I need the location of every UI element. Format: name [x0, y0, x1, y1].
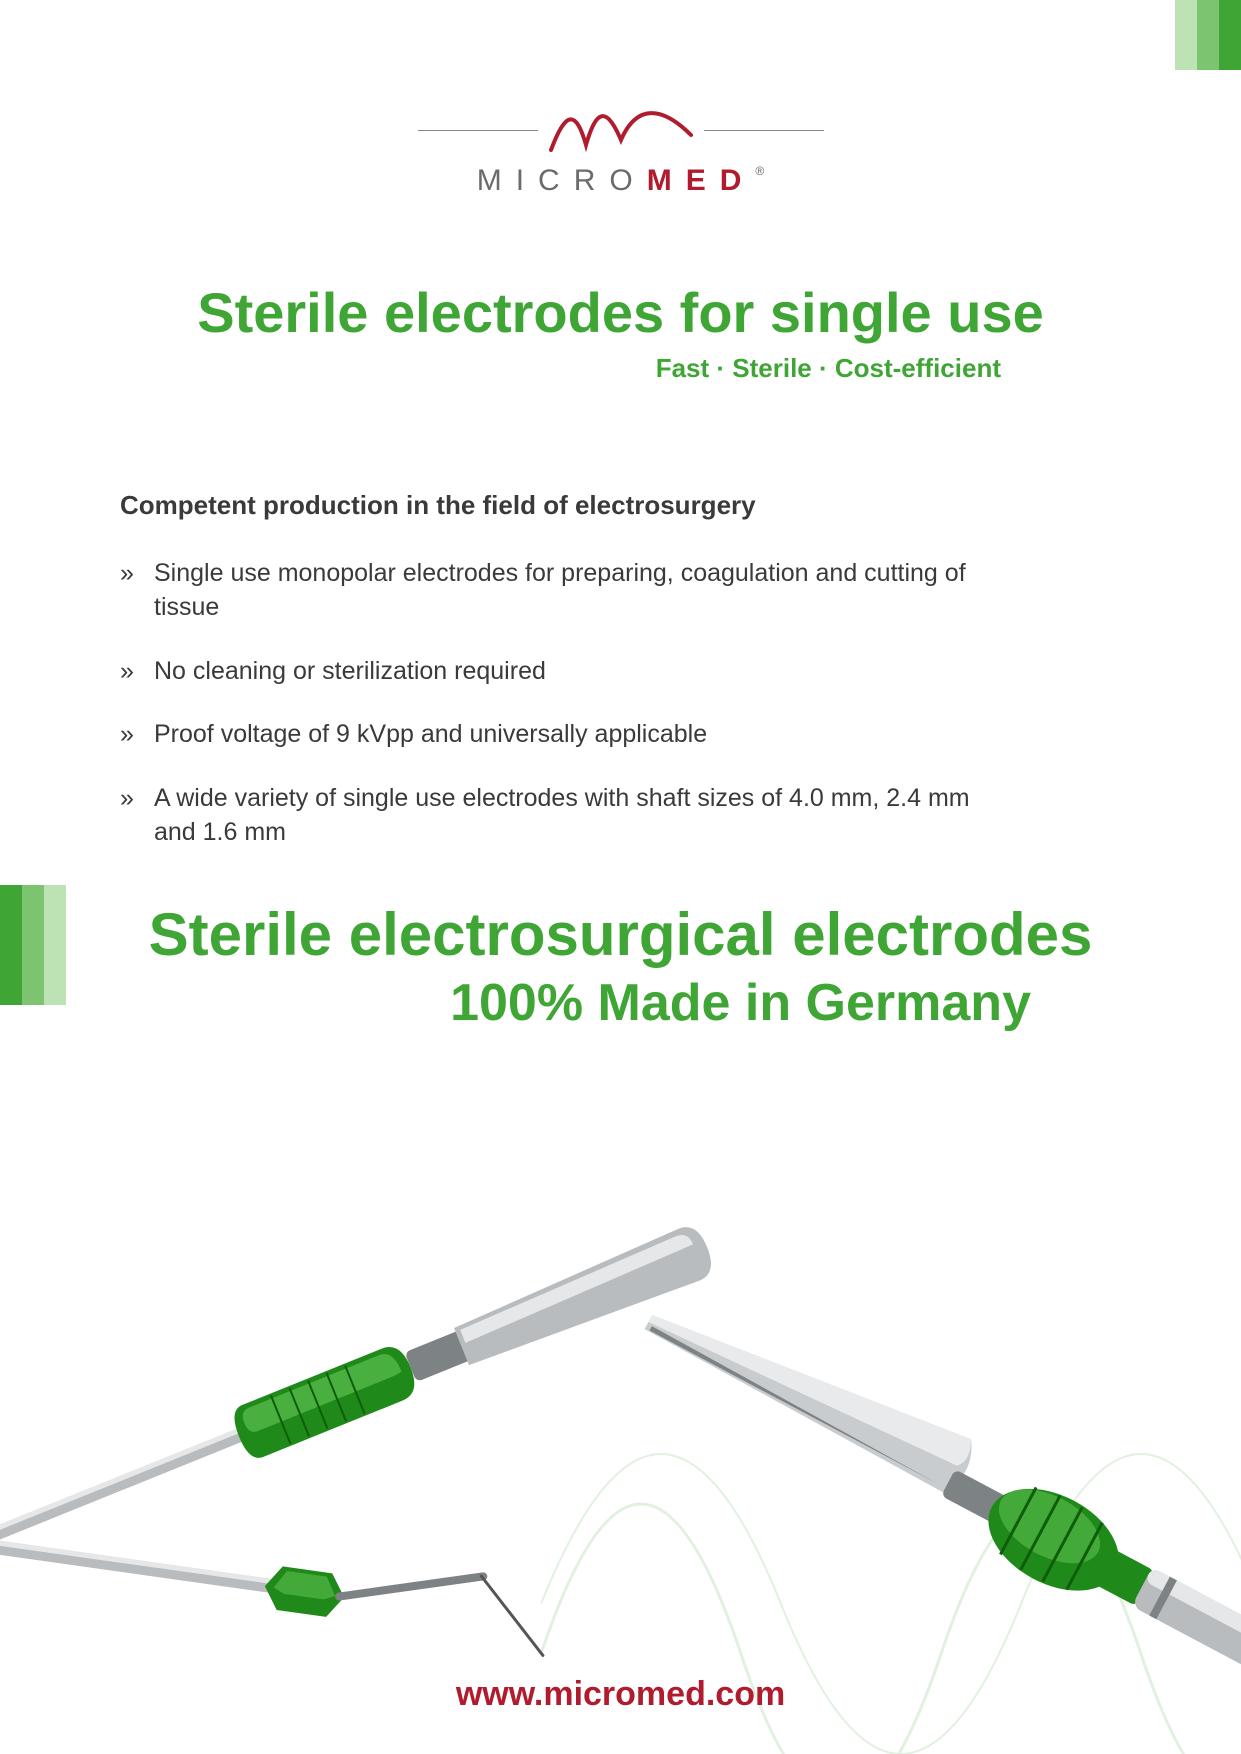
logo-text-right: MED	[647, 164, 756, 197]
list-item: Proof voltage of 9 kVpp and universally …	[120, 718, 1000, 752]
logo-wordmark: MICROMED®	[418, 164, 824, 198]
electrode-needle-icon	[0, 1489, 553, 1656]
bullet-list: Single use monopolar electrodes for prep…	[120, 557, 1000, 850]
accent-bar	[1219, 0, 1241, 70]
accent-bar	[1197, 0, 1219, 70]
list-item: No cleaning or sterilization required	[120, 655, 1000, 689]
footer-url: www.micromed.com	[0, 1675, 1241, 1714]
logo-rule	[418, 130, 538, 131]
logo-text-left: MICRO	[477, 164, 647, 197]
mid-title-line2: 100% Made in Germany	[0, 973, 1241, 1033]
registered-icon: ®	[755, 164, 764, 178]
corner-accent-top	[1175, 0, 1241, 70]
logo-mark-icon	[546, 100, 696, 160]
header-block: Sterile electrodes for single use Fast ·…	[0, 280, 1241, 384]
section-heading: Competent production in the field of ele…	[120, 490, 1000, 521]
logo-rule	[704, 130, 824, 131]
page-title: Sterile electrodes for single use	[0, 280, 1241, 345]
mid-title-block: Sterile electrosurgical electrodes 100% …	[0, 900, 1241, 1033]
body-section: Competent production in the field of ele…	[120, 490, 1000, 880]
list-item: A wide variety of single use electrodes …	[120, 782, 1000, 850]
accent-bar	[1175, 0, 1197, 70]
logo: MICROMED®	[0, 100, 1241, 198]
page-subtitle: Fast · Sterile · Cost-efficient	[0, 353, 1241, 384]
mid-title-line1: Sterile electrosurgical electrodes	[0, 900, 1241, 969]
list-item: Single use monopolar electrodes for prep…	[120, 557, 1000, 625]
